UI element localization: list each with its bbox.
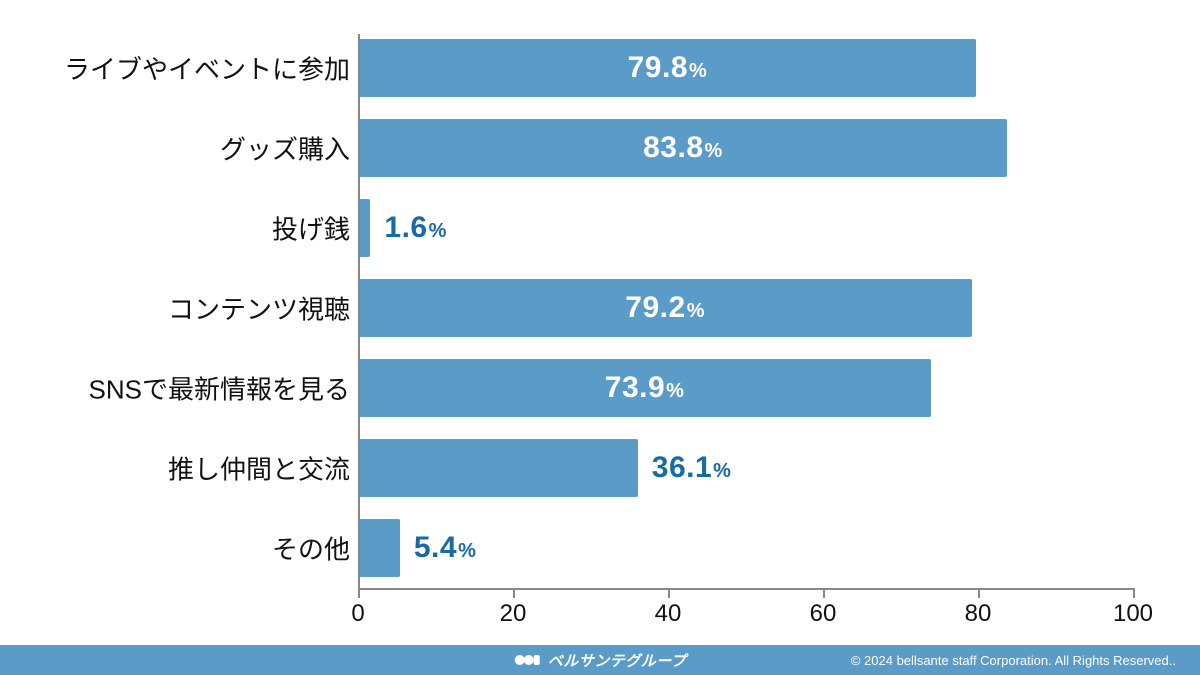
x-tick-label: 100 bbox=[1113, 600, 1153, 628]
value-label: 36.1% bbox=[652, 451, 731, 485]
value-label: 73.9% bbox=[605, 371, 684, 405]
value-label: 1.6% bbox=[384, 211, 446, 245]
x-axis-line bbox=[358, 588, 1133, 590]
x-tick-label: 20 bbox=[500, 600, 527, 628]
category-label: グッズ購入 bbox=[220, 130, 350, 167]
value-label: 79.8% bbox=[628, 51, 707, 85]
category-label: 投げ銭 bbox=[272, 210, 350, 247]
copyright-text: © 2024 bellsante staff Corporation. All … bbox=[851, 653, 1176, 668]
bar bbox=[358, 519, 400, 577]
brand-text: ベルサンテグループ bbox=[548, 650, 687, 671]
value-label: 79.2% bbox=[625, 291, 704, 325]
brand: ベルサンテグループ bbox=[514, 650, 687, 671]
x-tick bbox=[1133, 588, 1135, 598]
x-tick bbox=[978, 588, 980, 598]
chart-row: その他 5.4% bbox=[0, 508, 1200, 588]
brand-logo-icon bbox=[514, 652, 542, 668]
x-tick bbox=[823, 588, 825, 598]
x-tick bbox=[358, 588, 360, 598]
category-label: SNSで最新情報を見る bbox=[89, 370, 350, 407]
category-label: 推し仲間と交流 bbox=[168, 450, 350, 487]
x-tick bbox=[668, 588, 670, 598]
category-label: ライブやイベントに参加 bbox=[64, 50, 350, 87]
value-label: 5.4% bbox=[414, 531, 476, 565]
x-tick-label: 60 bbox=[810, 600, 837, 628]
x-tick bbox=[513, 588, 515, 598]
value-label: 83.8% bbox=[643, 131, 722, 165]
chart-row: グッズ購入 83.8% bbox=[0, 108, 1200, 188]
category-label: その他 bbox=[272, 530, 350, 567]
chart-row: 推し仲間と交流 36.1% bbox=[0, 428, 1200, 508]
x-tick-label: 40 bbox=[655, 600, 682, 628]
chart-row: コンテンツ視聴 79.2% bbox=[0, 268, 1200, 348]
chart-row: ライブやイベントに参加 79.8% bbox=[0, 28, 1200, 108]
y-axis-line bbox=[358, 34, 360, 590]
chart-stage: ライブやイベントに参加 79.8% グッズ購入 83.8% 投げ銭 1.6% コンテンツ視聴… bbox=[0, 0, 1200, 675]
x-tick-label: 80 bbox=[965, 600, 992, 628]
footer-bar: ベルサンテグループ © 2024 bellsante staff Corpora… bbox=[0, 645, 1200, 675]
chart-row: SNSで最新情報を見る 73.9% bbox=[0, 348, 1200, 428]
bar bbox=[358, 439, 638, 497]
x-tick-label: 0 bbox=[351, 600, 364, 628]
chart-row: 投げ銭 1.6% bbox=[0, 188, 1200, 268]
category-label: コンテンツ視聴 bbox=[168, 290, 350, 327]
chart-area: ライブやイベントに参加 79.8% グッズ購入 83.8% 投げ銭 1.6% コンテンツ視聴… bbox=[0, 28, 1200, 588]
